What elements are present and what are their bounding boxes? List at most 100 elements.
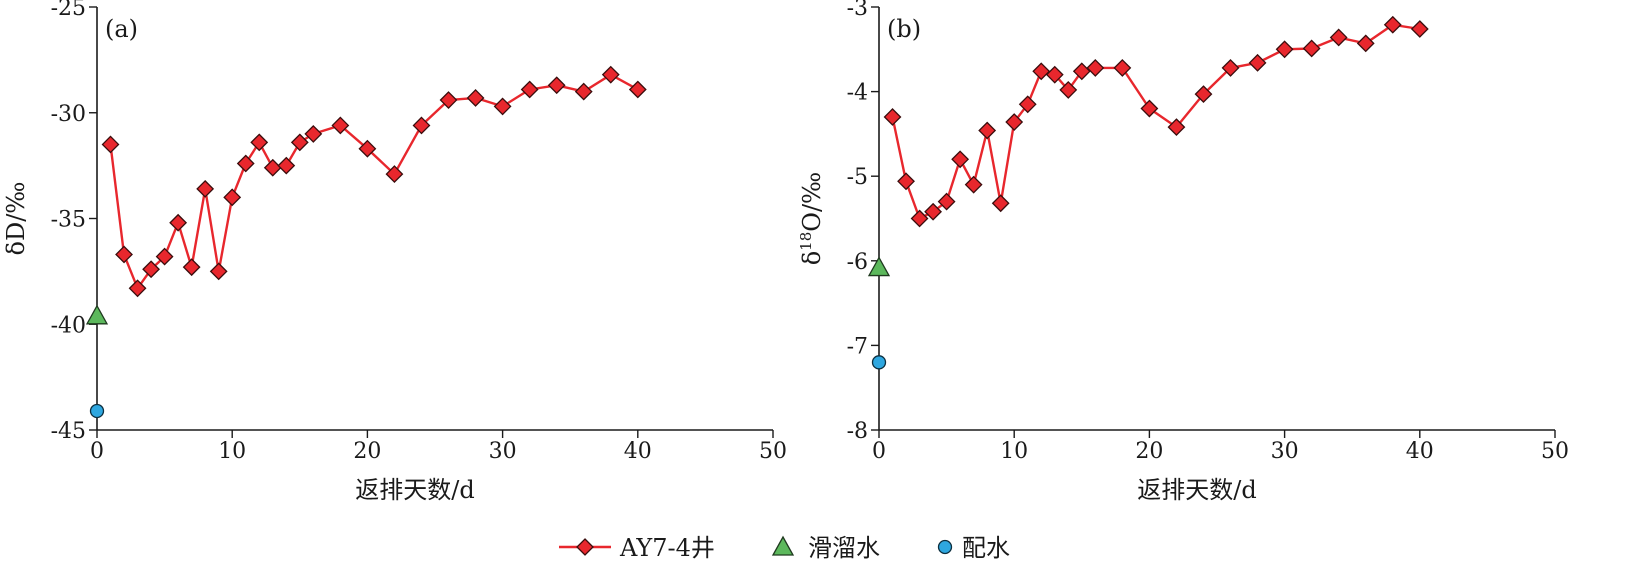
data-point-diamond — [547, 76, 566, 95]
x-tick-label: 50 — [759, 439, 787, 464]
data-point-diamond — [223, 188, 242, 207]
y-tick-label: -6 — [847, 250, 868, 275]
data-point-diamond — [1275, 40, 1294, 59]
y-tick-label: -8 — [847, 419, 868, 444]
data-point-diamond — [1032, 62, 1051, 81]
data-point-circle — [89, 403, 105, 419]
data-point-diamond — [115, 245, 133, 264]
data-point-diamond — [601, 65, 620, 84]
data-point-diamond — [128, 279, 147, 298]
panel-b-chart: 0 10 20 30 40 50 -8 -7 -6 -5 -4 -3 (b) 返排天数/d δ18O/‰ — [797, 0, 1569, 504]
data-point-diamond — [1248, 53, 1267, 72]
data-point-diamond — [937, 192, 956, 211]
data-point-diamond — [1072, 62, 1091, 81]
y-tick-label: -35 — [51, 208, 86, 233]
series-line — [891, 23, 1420, 220]
data-point-diamond — [169, 213, 188, 232]
data-point-diamond — [304, 124, 323, 143]
data-point-diamond — [385, 165, 404, 184]
legend-marker-diamond — [576, 538, 594, 556]
x-tick-label: 40 — [624, 439, 652, 464]
panel-label: (a) — [105, 15, 138, 43]
data-point-diamond — [1018, 95, 1037, 114]
data-point-diamond — [1302, 39, 1321, 58]
data-point-diamond — [520, 80, 539, 99]
y-tick-label: -3 — [847, 0, 868, 21]
data-point-diamond — [991, 194, 1010, 213]
data-point-diamond — [263, 158, 282, 177]
y-axis-title: δD/‰ — [2, 182, 30, 256]
x-tick-label: 10 — [1000, 439, 1028, 464]
y-tick-label: -4 — [847, 81, 868, 106]
legend-label: AY7-4井 — [619, 534, 715, 562]
data-point-triangle — [867, 256, 891, 277]
y-tick-label: -25 — [51, 0, 86, 21]
data-point-diamond — [910, 209, 929, 228]
data-point-diamond — [1383, 15, 1402, 34]
y-tick-label: -30 — [51, 102, 86, 127]
y-tick-label: -40 — [51, 313, 86, 338]
data-point-diamond — [1113, 58, 1132, 77]
y-tick-label: -5 — [847, 165, 868, 190]
legend: AY7-4井 滑溜水 配水 — [559, 534, 1010, 562]
data-point-diamond — [1194, 85, 1213, 104]
data-point-diamond — [493, 97, 512, 116]
data-point-diamond — [209, 262, 228, 281]
data-point-diamond — [628, 80, 647, 99]
panel-a-chart: 0 10 20 30 40 50 -45 -40 -35 -30 -25 (a) 返排天数/d δD/‰ — [2, 0, 787, 504]
data-point-diamond — [1410, 20, 1429, 38]
x-axis-title: 返排天数/d — [1137, 476, 1256, 504]
data-point-diamond — [1086, 58, 1105, 77]
data-point-diamond — [897, 172, 915, 191]
data-point-diamond — [1329, 28, 1348, 47]
data-point-diamond — [142, 260, 160, 279]
y-axis-title: δ18O/‰ — [797, 172, 826, 266]
data-point-diamond — [1356, 34, 1375, 53]
y-axis-title-suffix: O/‰ — [798, 172, 826, 232]
data-point-diamond — [964, 175, 983, 194]
x-tick-label: 30 — [1271, 439, 1299, 464]
x-tick-label: 40 — [1406, 439, 1434, 464]
legend-marker-triangle — [771, 535, 795, 556]
data-point-diamond — [331, 116, 350, 135]
data-point-circle — [871, 355, 887, 370]
data-point-diamond — [439, 91, 458, 109]
data-point-diamond — [358, 139, 377, 158]
data-point-diamond — [236, 154, 255, 173]
x-tick-label: 30 — [489, 439, 517, 464]
x-tick-label: 0 — [90, 439, 104, 464]
data-point-diamond — [1140, 99, 1159, 118]
data-point-diamond — [574, 82, 593, 101]
data-point-diamond — [277, 156, 296, 175]
data-point-diamond — [101, 135, 120, 154]
legend-label: 配水 — [962, 534, 1010, 562]
data-point-diamond — [196, 179, 215, 198]
data-point-diamond — [1005, 113, 1024, 131]
data-point-diamond — [412, 116, 431, 135]
x-tick-label: 10 — [218, 439, 246, 464]
data-point-diamond — [250, 133, 269, 152]
data-point-diamond — [182, 258, 201, 277]
x-tick-label: 20 — [353, 439, 381, 464]
y-tick-label: -45 — [51, 419, 86, 444]
data-point-diamond — [883, 108, 902, 126]
data-point-diamond — [1221, 58, 1240, 77]
x-axis-title: 返排天数/d — [355, 476, 474, 504]
data-point-diamond — [290, 133, 309, 152]
data-point-diamond — [1059, 80, 1078, 99]
data-point-diamond — [924, 202, 942, 221]
data-point-diamond — [466, 89, 485, 107]
legend-label: 滑溜水 — [808, 534, 880, 562]
x-tick-label: 50 — [1541, 439, 1569, 464]
y-tick-label: -7 — [847, 334, 868, 359]
x-tick-label: 20 — [1135, 439, 1163, 464]
data-point-diamond — [1045, 65, 1064, 84]
data-point-diamond — [951, 150, 970, 169]
panel-label: (b) — [887, 15, 921, 43]
legend-marker-circle — [937, 539, 953, 555]
data-point-diamond — [978, 121, 997, 140]
x-tick-label: 0 — [872, 439, 886, 464]
data-point-diamond — [1167, 118, 1186, 137]
data-point-triangle — [85, 304, 109, 325]
